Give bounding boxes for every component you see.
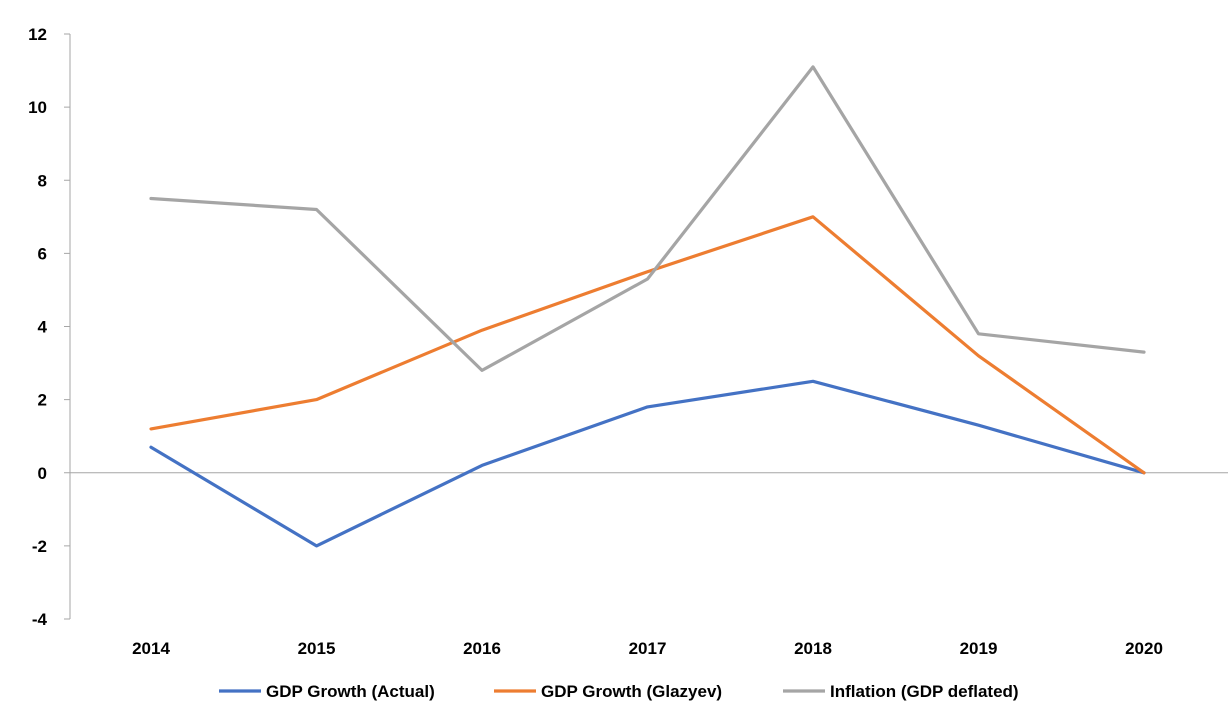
y-tick-label: 6 <box>38 244 47 263</box>
y-tick-label: 8 <box>38 171 47 190</box>
y-tick-labels: 12 10 8 6 4 2 0 -2 -4 <box>28 25 47 629</box>
y-tick-label: 10 <box>28 98 47 117</box>
y-tick-label: -4 <box>32 610 48 629</box>
series-line-2 <box>149 215 1146 475</box>
x-tick-label: 2016 <box>463 639 501 658</box>
x-tick-label: 2020 <box>1125 639 1163 658</box>
x-tick-label: 2019 <box>960 639 998 658</box>
x-tick-labels: 2014 2015 2016 2017 2018 2019 2020 <box>132 639 1163 658</box>
x-tick-label: 2014 <box>132 639 170 658</box>
y-tick-label: 0 <box>38 464 47 483</box>
legend: GDP Growth (Actual) GDP Growth (Glazyev) I… <box>219 682 1019 701</box>
y-tick-label: 2 <box>38 391 47 410</box>
series-line-3 <box>149 65 1146 372</box>
x-tick-label: 2018 <box>794 639 832 658</box>
legend-label-1: GDP Growth (Actual) <box>266 682 435 701</box>
y-tick-label: 12 <box>28 25 47 44</box>
legend-label-2: GDP Growth (Glazyev) <box>541 682 722 701</box>
y-tick-label: 4 <box>38 318 48 337</box>
legend-label-3: Inflation (GDP deflated) <box>830 682 1019 701</box>
x-tick-label: 2015 <box>298 639 336 658</box>
series-lines <box>149 65 1146 548</box>
axes <box>64 33 1228 620</box>
series-line-1 <box>149 379 1146 548</box>
y-tick-label: -2 <box>32 537 47 556</box>
x-tick-label: 2017 <box>629 639 667 658</box>
